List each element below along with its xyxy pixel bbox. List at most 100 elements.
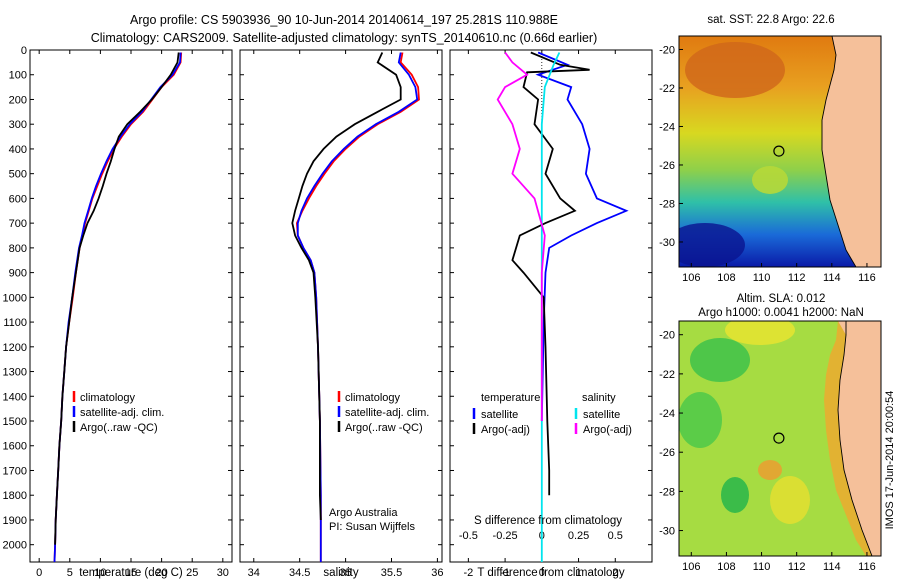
lat-tick-label: -26 [659,160,675,172]
sla-low-3 [721,477,749,513]
y-tick-label: 200 [9,94,27,106]
temperature-xlabel: temperature (deg C) [79,567,183,579]
y-tick-label: 800 [9,243,27,255]
legend-label: climatology [345,392,401,404]
sla-map-panel: Altim. SLA: 0.012 Argo h1000: 0.0041 h20… [659,293,882,573]
difference-panel: -2 -1 0 1 2-0.5 -0.25 0 0.25 0.5 S difference fr… [449,49,653,579]
legend-label: satellite [481,409,518,421]
x-tick-label: 35 [339,567,351,579]
x-tick-label: -2 [463,567,473,579]
x-tick-label: 2 [612,567,618,579]
legend-label: climatology [80,392,136,404]
temperature-legend: climatology satellite-adj. clim. Argo(..ra… [72,391,164,434]
y-tick-label: 1000 [3,292,27,304]
y-tick-label: 1700 [3,465,27,477]
y-tick-label: 500 [9,169,27,181]
y-tick-label: 1900 [3,515,27,527]
salinity-axes-frame [239,49,443,563]
y-tick-label: 1800 [3,490,27,502]
y-tick-label: 1200 [3,342,27,354]
series-line [54,52,180,545]
lon-tick-label: 106 [682,561,700,573]
x-tick-label-salinity: -0.5 [459,530,478,542]
legend-header-salinity: salinity [582,392,616,404]
sla-axes: 106 108 110 112 114 116 -20 -22 -24 -26 -28 -30 [659,330,876,573]
figure-title-line1: Argo profile: CS 5903936_90 10-Jun-2014 … [130,13,558,27]
salinity-panel: 34 34.5 35 35.5 36 salinity climatology satel… [239,49,444,579]
lat-tick-label: -30 [659,526,675,538]
y-tick-label: 1300 [3,367,27,379]
lat-tick-label: -24 [659,121,675,133]
y-tick-label: 1500 [3,416,27,428]
salinity-axes: 34 34.5 35 35.5 36 [240,49,444,579]
sla-argo-marker [773,432,785,444]
legend-label: Argo(..raw -QC) [80,422,158,434]
y-tick-label: 400 [9,144,27,156]
difference-profiles [496,51,629,562]
sst-title: sat. SST: 22.8 Argo: 22.6 [707,14,834,26]
series-line [540,52,561,562]
credit-org: Argo Australia [329,507,398,519]
sst-warm-patch [685,42,785,98]
y-tick-label: 2000 [3,540,27,552]
legend-label: Argo(-adj) [481,424,530,436]
y-tick-label: 600 [9,193,27,205]
lat-tick-label: -30 [659,237,675,249]
lat-tick-label: -22 [659,83,675,95]
sst-land [805,36,881,267]
lon-tick-label: 110 [753,561,771,573]
salinity-legend: climatology satellite-adj. clim. Argo(..ra… [337,391,429,434]
timestamp-watermark: IMOS 17-Jun-2014 20:00:54 [884,391,896,530]
x-tick-label-salinity: 0.5 [608,530,623,542]
x-tick-label: 35.5 [381,567,402,579]
x-tick-label: 10 [94,567,106,579]
temperature-panel: 0 5 10 15 20 25 300100200300400500600700800900… [3,45,233,579]
sla-field [679,321,881,556]
sst-argo-marker [773,145,785,157]
temperature-axes: 0 5 10 15 20 25 300100200300400500600700800900… [3,45,232,579]
sla-land [838,321,881,556]
legend-label: Argo(..raw -QC) [345,422,423,434]
x-tick-label: -1 [500,567,510,579]
lon-tick-label: 108 [717,272,735,284]
lon-tick-label: 110 [753,272,771,284]
x-tick-label: 34.5 [289,567,310,579]
sla-high-1 [725,321,795,345]
legend-header-temperature: temperature [481,392,540,404]
difference-xlabel: T difference from climatology [477,567,624,579]
y-tick-label: 700 [9,218,27,230]
sla-title: Altim. SLA: 0.012 [737,293,826,305]
salinity-profiles [291,52,420,562]
lon-tick-label: 116 [858,272,876,284]
lat-tick-label: -22 [659,369,675,381]
y-tick-label: 1600 [3,441,27,453]
lat-tick-label: -28 [659,198,675,210]
sla-low-2 [679,392,722,448]
x-tick-label-salinity: -0.25 [493,530,518,542]
x-tick-label: 0 [539,567,545,579]
difference-axes-frame [449,49,653,563]
lat-tick-label: -24 [659,408,675,420]
lat-tick-label: -28 [659,486,675,498]
lon-tick-label: 112 [788,561,806,573]
x-tick-label: 5 [67,567,73,579]
y-tick-label: 900 [9,268,27,280]
series-line [535,51,629,422]
x-tick-label: 30 [217,567,229,579]
sla-high-3 [758,460,782,480]
lat-tick-label: -20 [659,44,675,56]
legend-label: satellite-adj. clim. [345,407,429,419]
sst-map-panel: sat. SST: 22.8 Argo: 22.6 106 108 110 112 11… [659,14,882,284]
sst-cold-patch [679,223,745,267]
lat-tick-label: -20 [659,330,675,342]
lon-tick-label: 114 [823,272,841,284]
lon-tick-label: 116 [858,561,876,573]
x-tick-label: 1 [575,567,581,579]
y-tick-label: 1400 [3,391,27,403]
temperature-profiles [53,52,183,563]
x-tick-label: 25 [186,567,198,579]
sst-eddy [752,166,788,194]
x-tick-label-salinity: 0.25 [568,530,589,542]
legend-label: satellite [583,409,620,421]
credit-pi: PI: Susan Wijffels [329,521,415,533]
